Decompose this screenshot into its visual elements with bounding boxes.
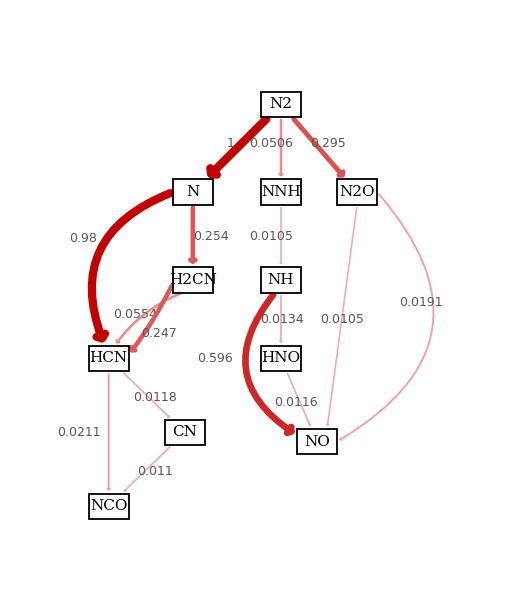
Text: NNH: NNH xyxy=(261,185,301,199)
FancyBboxPatch shape xyxy=(89,494,129,519)
Text: CN: CN xyxy=(172,425,197,439)
Text: NH: NH xyxy=(268,273,294,287)
FancyBboxPatch shape xyxy=(173,267,213,293)
Text: 1: 1 xyxy=(227,137,235,150)
Text: N2: N2 xyxy=(269,97,293,112)
Text: 0.011: 0.011 xyxy=(137,465,173,478)
Text: 0.98: 0.98 xyxy=(69,232,97,245)
FancyBboxPatch shape xyxy=(261,346,301,371)
Text: 0.247: 0.247 xyxy=(141,326,177,340)
Text: 0.0118: 0.0118 xyxy=(133,391,177,404)
Text: HCN: HCN xyxy=(89,352,128,365)
FancyBboxPatch shape xyxy=(297,429,337,454)
FancyBboxPatch shape xyxy=(89,346,129,371)
Text: 0.295: 0.295 xyxy=(310,137,346,150)
Text: 0.0191: 0.0191 xyxy=(400,296,443,310)
Text: 0.0554: 0.0554 xyxy=(113,308,157,321)
Text: N2O: N2O xyxy=(339,185,375,199)
FancyBboxPatch shape xyxy=(261,179,301,205)
Text: 0.254: 0.254 xyxy=(193,230,229,242)
Text: 0.596: 0.596 xyxy=(197,352,233,365)
Text: N: N xyxy=(186,185,200,199)
Text: NCO: NCO xyxy=(90,499,128,513)
Text: HNO: HNO xyxy=(262,352,300,365)
Text: 0.0506: 0.0506 xyxy=(249,137,293,150)
FancyBboxPatch shape xyxy=(261,267,301,293)
FancyBboxPatch shape xyxy=(165,419,205,445)
Text: 0.0105: 0.0105 xyxy=(249,230,293,242)
FancyBboxPatch shape xyxy=(261,92,301,117)
Text: 0.0105: 0.0105 xyxy=(321,313,364,326)
Text: H2CN: H2CN xyxy=(169,273,217,287)
Text: 0.0116: 0.0116 xyxy=(275,396,318,409)
Text: 0.0211: 0.0211 xyxy=(57,426,100,439)
Text: 0.0134: 0.0134 xyxy=(261,313,304,326)
FancyBboxPatch shape xyxy=(173,179,213,205)
FancyBboxPatch shape xyxy=(337,179,377,205)
Text: NO: NO xyxy=(304,434,330,449)
